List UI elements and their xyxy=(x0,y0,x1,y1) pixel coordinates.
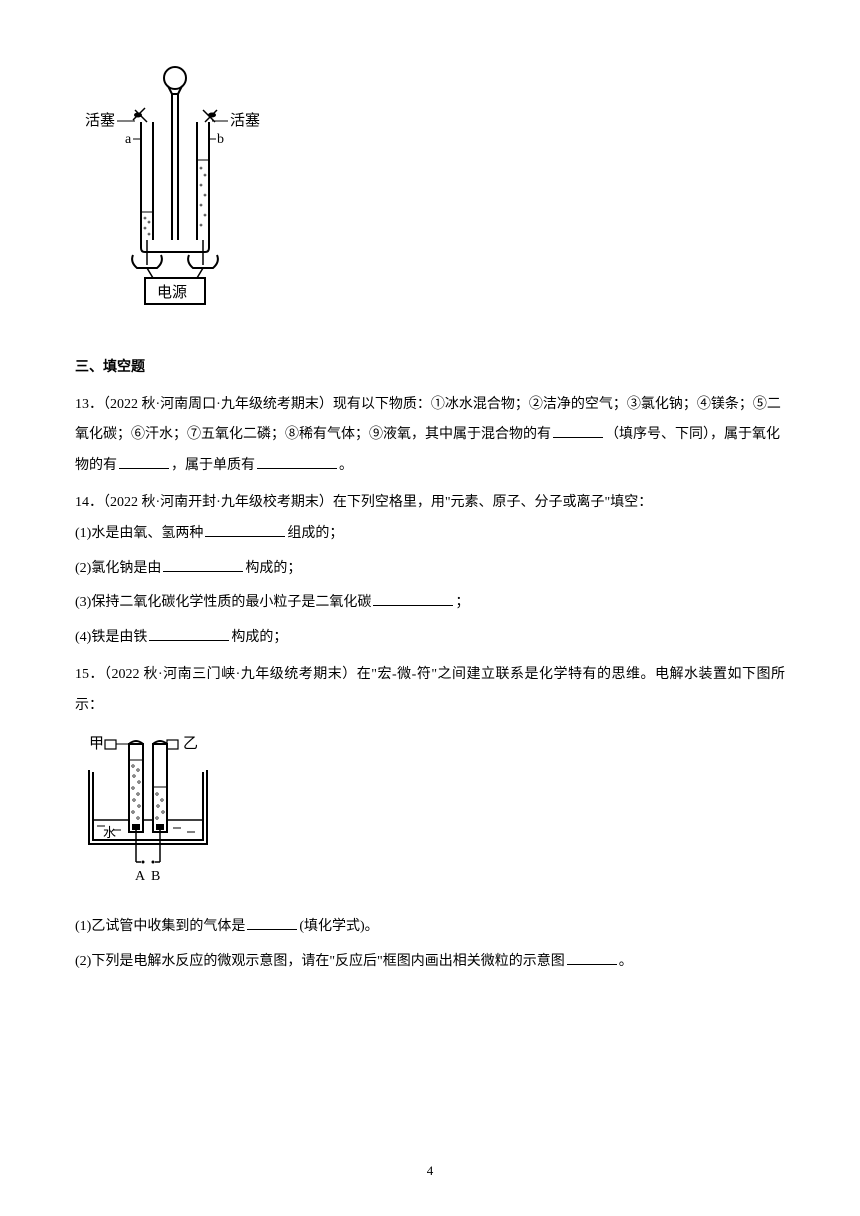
tube-label-a: a xyxy=(125,132,132,147)
q15-2b: 。 xyxy=(619,954,633,969)
q13-blank-3 xyxy=(257,452,337,469)
q15-1a: (1)乙试管中收集到的气体是 xyxy=(75,919,245,934)
q14-intro: 14．（2022 秋·河南开封·九年级校考期末）在下列空格里，用"元素、原子、分… xyxy=(75,488,785,519)
question-13: 13．（2022 秋·河南周口·九年级统考期末）现有以下物质：①冰水混合物；②洁… xyxy=(75,390,785,482)
page-number: 4 xyxy=(0,1157,860,1186)
figure-electrolysis-2: 甲 乙 水 xyxy=(75,732,785,905)
q14-blank-1 xyxy=(205,520,285,537)
label-yi: 乙 xyxy=(183,736,198,752)
question-14: 14．（2022 秋·河南开封·九年级校考期末）在下列空格里，用"元素、原子、分… xyxy=(75,488,785,654)
q13-blank-2 xyxy=(119,452,169,469)
terminal-b: B xyxy=(151,869,160,884)
q14-2a: (2)氯化钠是由 xyxy=(75,561,161,576)
stopcock-label-left: 活塞 xyxy=(85,111,115,129)
q13-blank-1 xyxy=(553,422,603,439)
q14-2b: 构成的； xyxy=(245,561,301,576)
q14-1b: 组成的； xyxy=(287,526,343,541)
water-label: 水 xyxy=(103,825,116,840)
stopcock-label-right: 活塞 xyxy=(230,111,260,129)
question-15: 15．（2022 秋·河南三门峡·九年级统考期末）在"宏-微-符"之间建立联系是… xyxy=(75,660,785,978)
q13-text-3: ，属于单质有 xyxy=(171,458,255,473)
q14-3b: ； xyxy=(455,595,469,610)
q14-blank-2 xyxy=(163,555,243,572)
electrolysis-diagram-2: 甲 乙 水 xyxy=(75,732,245,892)
q13-text-4: 。 xyxy=(339,458,353,473)
q14-blank-4 xyxy=(149,624,229,641)
q15-blank-2 xyxy=(567,948,617,965)
q14-blank-3 xyxy=(373,590,453,607)
power-label: 电源 xyxy=(157,284,187,301)
tube-label-b: b xyxy=(217,132,224,147)
q14-3a: (3)保持二氧化碳化学性质的最小粒子是二氧化碳 xyxy=(75,595,371,610)
q15-1b: (填化学式)。 xyxy=(299,919,378,934)
terminal-a: A xyxy=(135,869,146,884)
q15-intro: 15．（2022 秋·河南三门峡·九年级统考期末）在"宏-微-符"之间建立联系是… xyxy=(75,660,785,722)
q15-2a: (2)下列是电解水反应的微观示意图，请在"反应后"框图内画出相关微粒的示意图 xyxy=(75,954,565,969)
q14-4a: (4)铁是由铁 xyxy=(75,630,147,645)
q14-4b: 构成的； xyxy=(231,630,287,645)
figure-electrolysis-1: 活塞 活塞 a b xyxy=(75,60,785,323)
q15-blank-1 xyxy=(247,914,297,931)
label-jia: 甲 xyxy=(89,736,104,752)
electrolysis-diagram-1: 活塞 活塞 a b xyxy=(75,60,275,310)
section-3-title: 三、填空题 xyxy=(75,353,785,384)
q14-1a: (1)水是由氧、氢两种 xyxy=(75,526,203,541)
